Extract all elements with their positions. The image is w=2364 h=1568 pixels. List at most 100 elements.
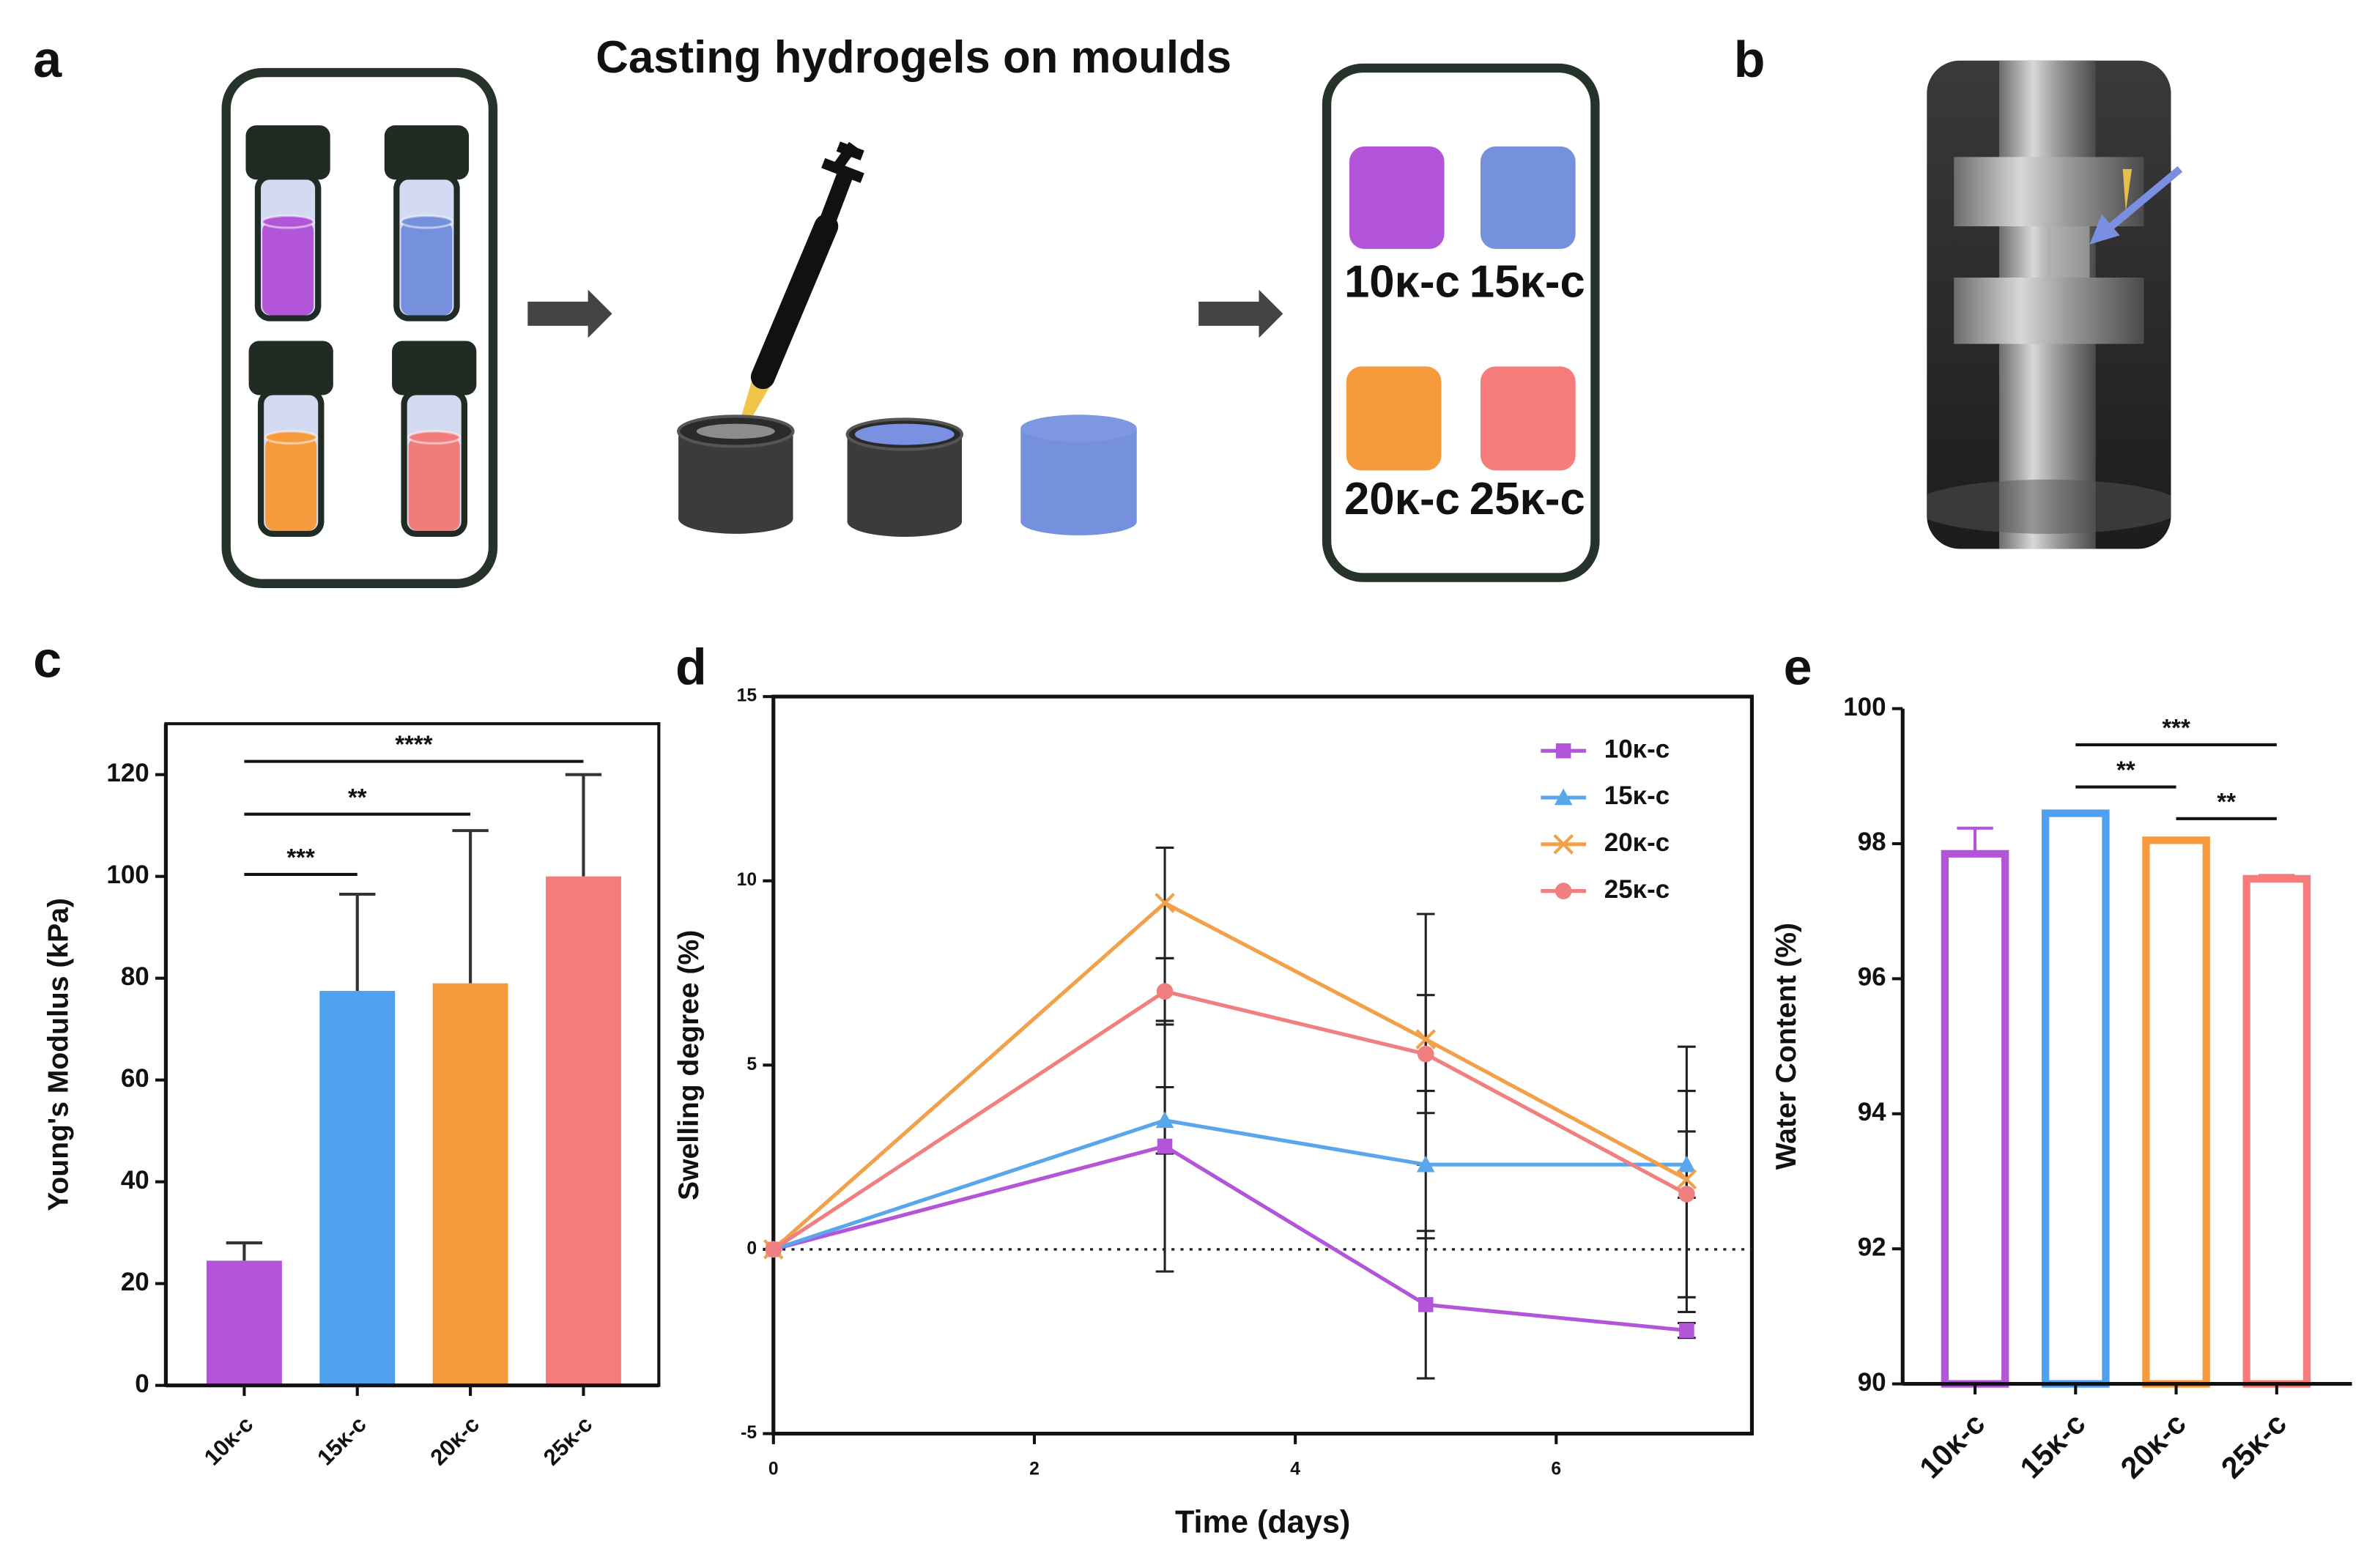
- hydrogel-disc: [1020, 415, 1137, 535]
- y-tick-label: 0: [135, 1370, 149, 1398]
- gel-swatch: [1346, 366, 1442, 471]
- marker: [1676, 1169, 1697, 1190]
- gel-label: 15κ-c: [1470, 257, 1585, 308]
- y-tick-label: 60: [121, 1064, 149, 1093]
- x-tick-label: 6: [1551, 1459, 1561, 1479]
- photo: [1927, 60, 2183, 549]
- panel-title: Casting hydrogels on moulds: [596, 32, 1231, 83]
- y-tick-label: 80: [121, 962, 149, 991]
- bar: [2242, 874, 2311, 1388]
- line: [773, 1144, 1687, 1333]
- y-tick-label: 0: [746, 1238, 757, 1258]
- vial: [392, 341, 476, 533]
- marker: [1415, 1029, 1437, 1049]
- x-tick-label: 10κ-c: [199, 1411, 259, 1471]
- marker: [765, 1241, 782, 1258]
- bar: [2041, 809, 2110, 1388]
- y-tick-label: 100: [106, 861, 149, 889]
- x-axis-label: Time (days): [1175, 1504, 1350, 1539]
- bar: [1941, 850, 2009, 1388]
- y-tick-label: 20: [121, 1268, 149, 1296]
- pipette: [730, 141, 864, 456]
- marker: [1417, 1045, 1434, 1063]
- mould-gel: [854, 423, 955, 445]
- x-tick-label: 2: [1029, 1459, 1040, 1479]
- marker: [1555, 743, 1571, 759]
- significance-label: ****: [395, 731, 432, 758]
- gel-swatch: [1480, 366, 1576, 471]
- significance-label: **: [2116, 757, 2135, 784]
- marker: [1678, 1186, 1695, 1203]
- y-tick-label: 120: [106, 759, 149, 787]
- vial-box: [221, 67, 498, 588]
- x-tick-label: 4: [1290, 1459, 1300, 1479]
- legend-label: 15κ-c: [1604, 781, 1670, 810]
- y-tick-label: 100: [1843, 693, 1886, 721]
- bar: [546, 876, 621, 1386]
- gel-box: [1322, 63, 1600, 582]
- marker: [1155, 1111, 1174, 1129]
- y-tick-label: 94: [1858, 1098, 1886, 1126]
- x-tick-label: 10κ-c: [1913, 1407, 1991, 1485]
- y-tick-label: 92: [1858, 1233, 1886, 1261]
- marker: [1679, 1323, 1694, 1338]
- x-tick-label: 0: [768, 1459, 779, 1479]
- x-tick-label: 25κ-c: [2215, 1407, 2293, 1485]
- gel-label: 10κ-c: [1344, 257, 1460, 308]
- arrow: [1198, 289, 1283, 338]
- line: [772, 900, 1688, 1251]
- legend-label: 10κ-c: [1604, 735, 1670, 763]
- legend-label: 25κ-c: [1604, 875, 1670, 904]
- x-tick-label: 15κ-c: [2014, 1407, 2092, 1485]
- bar: [206, 1260, 282, 1386]
- y-tick-label: 40: [121, 1166, 149, 1194]
- y-axis-label: Young's Modulus (kPa): [43, 898, 75, 1211]
- plot-frame: [771, 694, 1755, 1436]
- x-tick-label: 25κ-c: [538, 1411, 598, 1471]
- y-tick-label: 90: [1858, 1368, 1886, 1397]
- x-tick-label: 15κ-c: [312, 1411, 371, 1471]
- vial: [245, 125, 330, 318]
- gel-swatch: [1480, 146, 1576, 249]
- y-tick-label: 98: [1858, 828, 1886, 856]
- mould-gel: [696, 423, 775, 439]
- legend-label: 20κ-c: [1604, 828, 1670, 857]
- marker: [1678, 1155, 1696, 1173]
- y-tick-label: 5: [746, 1055, 757, 1074]
- y-tick-label: 96: [1858, 963, 1886, 992]
- marker: [1554, 788, 1573, 806]
- marker: [1156, 983, 1174, 1000]
- panel-label: e: [1784, 639, 1812, 696]
- vial: [385, 125, 469, 318]
- y-tick-label: 15: [737, 686, 757, 706]
- panel-label: d: [675, 639, 707, 696]
- panel-label: a: [33, 31, 62, 88]
- y-axis-label: Swelling degree (%): [673, 930, 705, 1200]
- bar: [2142, 836, 2210, 1388]
- x-tick-label: 20κ-c: [425, 1411, 484, 1471]
- vial: [249, 341, 333, 533]
- arrow: [527, 289, 612, 338]
- marker: [1555, 883, 1572, 899]
- marker: [1155, 893, 1175, 913]
- line: [772, 1118, 1687, 1252]
- y-axis-label: Water Content (%): [1771, 923, 1802, 1170]
- marker: [1157, 1138, 1173, 1154]
- line: [772, 989, 1688, 1252]
- bar: [319, 991, 396, 1386]
- gel-label: 25κ-c: [1470, 474, 1585, 524]
- gel-label: 20κ-c: [1344, 474, 1460, 524]
- panel-label: b: [1734, 31, 1765, 88]
- marker: [1553, 834, 1574, 855]
- y-tick-label: 10: [737, 870, 757, 890]
- significance-label: **: [348, 784, 367, 811]
- x-tick-label: 20κ-c: [2114, 1407, 2193, 1485]
- panel-label: c: [33, 631, 62, 688]
- significance-label: **: [2217, 788, 2236, 815]
- bar: [432, 983, 508, 1386]
- marker: [1416, 1155, 1435, 1173]
- significance-label: ***: [286, 844, 315, 871]
- y-tick-label: -5: [741, 1423, 757, 1443]
- significance-label: ***: [2162, 714, 2190, 741]
